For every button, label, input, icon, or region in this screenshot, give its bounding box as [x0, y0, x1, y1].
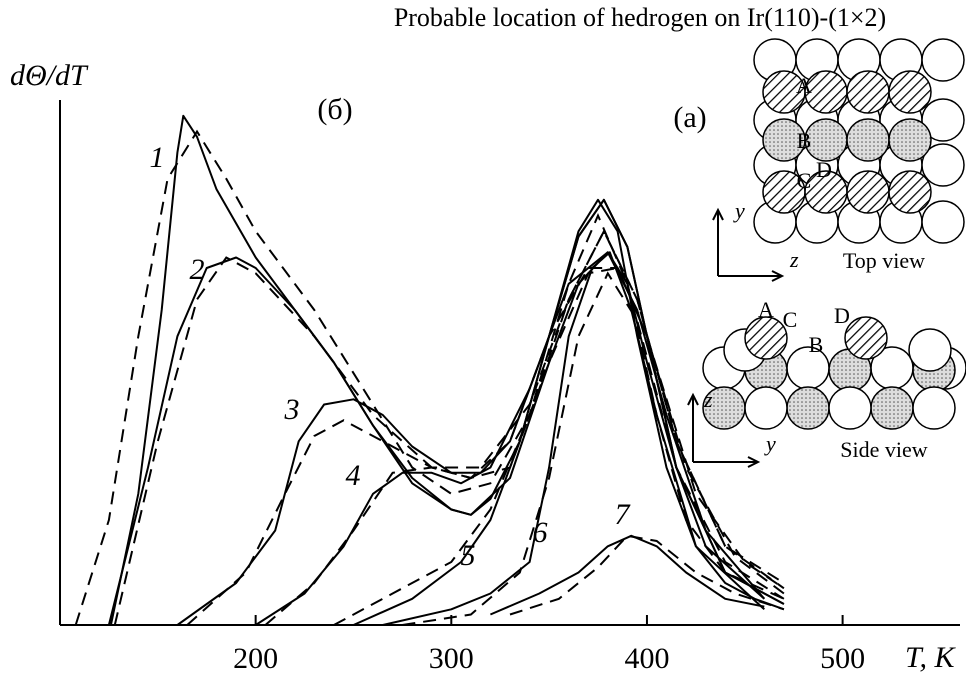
- panel-label: (б): [317, 93, 352, 126]
- atom: [908, 328, 952, 372]
- panel-label: (а): [673, 101, 706, 134]
- view-caption: Side view: [840, 437, 927, 462]
- series-label: 6: [533, 516, 548, 549]
- atom: [921, 143, 965, 187]
- arrow-head: [747, 456, 761, 468]
- arrow-head: [687, 392, 699, 406]
- series-label: 2: [190, 253, 205, 286]
- atom: [912, 386, 956, 430]
- fit-line: [333, 229, 785, 626]
- atom: [921, 200, 965, 244]
- atom: [846, 70, 890, 114]
- site-label: C: [797, 168, 812, 193]
- atom: [870, 386, 914, 430]
- data-line: [490, 534, 765, 616]
- atom: [921, 38, 965, 82]
- arrow-head: [771, 270, 785, 282]
- atom: [786, 386, 830, 430]
- x-tick-label: 200: [233, 642, 278, 675]
- data-line: [109, 114, 785, 626]
- fit-line: [74, 129, 785, 626]
- series-label: 7: [615, 498, 632, 531]
- series-label: 3: [284, 393, 300, 426]
- view-caption: Top view: [843, 248, 925, 273]
- site-label: B: [797, 128, 812, 153]
- atom: [846, 118, 890, 162]
- fit-line: [509, 534, 785, 616]
- site-label: C: [783, 307, 798, 332]
- site-label: D: [834, 303, 850, 328]
- site-label: B: [809, 332, 824, 357]
- series-label: 5: [461, 539, 476, 572]
- axis-name: y: [733, 198, 745, 223]
- series-label: 4: [346, 459, 361, 492]
- data-line: [382, 251, 765, 626]
- fit-line: [264, 267, 785, 626]
- series-label: 1: [150, 141, 165, 174]
- axis-name: z: [703, 387, 713, 412]
- y-axis-label: dΘ/dT: [10, 59, 89, 92]
- site-label: D: [816, 157, 832, 182]
- x-axis-label: T, K: [905, 641, 956, 674]
- atom: [888, 118, 932, 162]
- data-line: [107, 251, 765, 626]
- atom: [844, 316, 888, 360]
- atom: [888, 70, 932, 114]
- atom: [744, 386, 788, 430]
- arrow-head: [712, 207, 724, 221]
- site-label: A: [796, 73, 812, 98]
- atom: [828, 386, 872, 430]
- atom: [888, 170, 932, 214]
- atom: [744, 316, 788, 360]
- x-tick-label: 500: [820, 642, 865, 675]
- atom: [921, 98, 965, 142]
- x-tick-label: 300: [429, 642, 474, 675]
- axis-name: y: [764, 431, 776, 456]
- chart-title: Probable location of hedrogen on Ir(110)…: [394, 3, 886, 32]
- axis-name: z: [789, 247, 799, 272]
- atom: [846, 170, 890, 214]
- x-tick-label: 400: [624, 642, 669, 675]
- site-label: A: [758, 297, 774, 322]
